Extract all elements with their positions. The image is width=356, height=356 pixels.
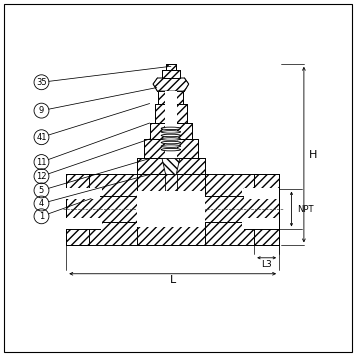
Bar (66, 189, 102, 196)
Bar (242, 189, 279, 196)
Polygon shape (158, 91, 183, 104)
Text: 9: 9 (39, 106, 44, 115)
Bar (164, 104, 177, 123)
Polygon shape (150, 123, 192, 139)
Polygon shape (155, 104, 187, 123)
Polygon shape (166, 64, 176, 70)
Bar (137, 199, 205, 209)
Bar (164, 158, 177, 174)
Text: 4: 4 (39, 199, 44, 208)
Ellipse shape (161, 141, 180, 144)
Polygon shape (162, 70, 180, 78)
Text: 35: 35 (36, 78, 47, 87)
Ellipse shape (161, 145, 180, 147)
Polygon shape (66, 174, 279, 245)
Ellipse shape (161, 127, 180, 130)
Text: H: H (309, 150, 318, 159)
Bar (66, 188, 100, 199)
Bar (164, 91, 177, 104)
Bar (244, 218, 279, 228)
Text: L3: L3 (261, 260, 272, 269)
Bar (137, 192, 205, 227)
Ellipse shape (161, 134, 180, 137)
Bar (66, 222, 102, 229)
Bar (244, 188, 279, 199)
Bar (242, 222, 279, 229)
Bar (164, 123, 177, 139)
Bar (137, 210, 205, 221)
Ellipse shape (161, 138, 180, 140)
Polygon shape (66, 174, 137, 195)
Text: 11: 11 (36, 158, 47, 167)
Text: L: L (169, 275, 176, 285)
Ellipse shape (161, 131, 180, 133)
Text: 12: 12 (36, 172, 47, 181)
Polygon shape (205, 209, 279, 245)
Ellipse shape (161, 148, 180, 151)
Polygon shape (205, 174, 279, 209)
Bar (164, 139, 177, 158)
Text: NPT: NPT (297, 205, 313, 214)
Text: 1: 1 (39, 212, 44, 221)
Polygon shape (66, 174, 137, 209)
Polygon shape (162, 158, 180, 174)
Polygon shape (137, 158, 205, 174)
Text: 5: 5 (39, 186, 44, 195)
Bar (66, 218, 100, 228)
Polygon shape (66, 209, 137, 245)
Polygon shape (144, 139, 198, 158)
Polygon shape (153, 78, 189, 91)
Text: 41: 41 (36, 133, 47, 142)
